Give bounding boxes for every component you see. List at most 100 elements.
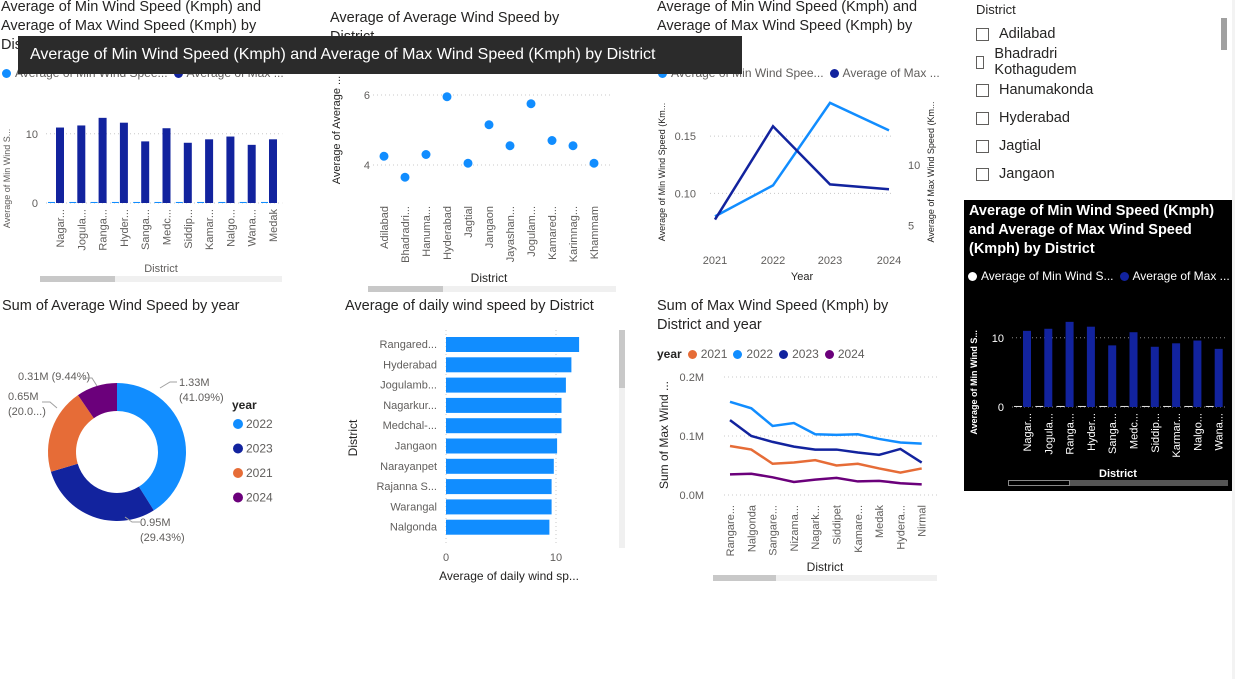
y-tick-label: 0.0M xyxy=(680,490,704,502)
y-left-axis-title: Average of Min Wind Speed (Km... xyxy=(657,103,667,241)
bar-max-wind xyxy=(119,122,128,203)
bar xyxy=(446,377,566,393)
x-tick-label: Hanuma... xyxy=(421,206,433,257)
x-tick-label: 10 xyxy=(550,552,562,564)
slicer-scrollbar-thumb[interactable] xyxy=(1221,18,1227,50)
vertical-scrollbar-thumb[interactable] xyxy=(619,330,625,388)
slicer-checkbox[interactable] xyxy=(976,27,989,41)
bar-min-wind xyxy=(154,201,162,203)
x-tick-label: Siddip... xyxy=(1150,413,1162,453)
vertical-scrollbar-track[interactable] xyxy=(619,330,625,548)
bar-min-wind xyxy=(1141,405,1150,407)
page-scrollbar[interactable] xyxy=(1232,0,1235,679)
y-left-tick-label: 0.15 xyxy=(675,131,696,143)
focused-scrollbar-track[interactable] xyxy=(1008,480,1228,486)
x-tick-label: Jogula... xyxy=(1043,413,1055,455)
horizontal-scrollbar-thumb[interactable] xyxy=(368,286,443,292)
x-tick-label: Jogulam... xyxy=(526,206,538,257)
legend-label-max: Average of Max ... xyxy=(842,66,940,80)
y-axis-title: District xyxy=(346,419,360,456)
slicer-item[interactable]: Hanumakonda xyxy=(976,79,1093,101)
legend-dot-2024 xyxy=(824,349,834,359)
visual-title: Sum of Average Wind Speed by year xyxy=(2,298,240,314)
x-tick-label: Siddipet xyxy=(832,505,844,545)
scatter-point xyxy=(379,151,389,161)
x-tick-label: Nalgo... xyxy=(225,209,237,247)
slicer-item[interactable]: Jangaon xyxy=(976,163,1055,185)
bar-max-wind xyxy=(1129,332,1138,407)
label-leader-line xyxy=(42,401,58,409)
legend-label-max: Average of Max ... xyxy=(1132,269,1230,283)
y-tick-label: Jogulamb... xyxy=(380,380,437,392)
bar-min-wind xyxy=(48,201,55,203)
slicer-checkbox[interactable] xyxy=(976,83,989,97)
chart-plot-area[interactable]: 0.0M 0.1M 0.2M Sum of Max Wind ... Rangare..… xyxy=(650,360,940,580)
y-tick-label: Medchal-... xyxy=(383,420,437,432)
bar-min-wind xyxy=(133,201,141,203)
bar xyxy=(446,458,554,474)
x-tick-label: Karmar... xyxy=(1171,413,1183,458)
scatter-point xyxy=(526,99,536,109)
bar xyxy=(446,479,552,495)
data-label: 1.33M xyxy=(179,377,210,389)
focused-scrollbar-thumb[interactable] xyxy=(1008,480,1070,486)
slicer-item[interactable]: Jagtial xyxy=(976,135,1041,157)
y-tick-label: 0.1M xyxy=(680,431,704,443)
x-tick-label: Karimnag... xyxy=(568,206,580,262)
slicer-item[interactable]: Hyderabad xyxy=(976,107,1070,129)
horizontal-scrollbar-thumb[interactable] xyxy=(713,575,776,581)
y-right-axis-title: Average of Max Wind Speed (Km... xyxy=(926,102,936,243)
data-label: 0.65M xyxy=(8,391,39,403)
bar-min-wind xyxy=(218,201,226,203)
x-axis-title: District xyxy=(1099,468,1137,480)
horizontal-scrollbar-track[interactable] xyxy=(713,575,937,581)
x-axis-title: Year xyxy=(791,271,814,283)
focused-visual-card[interactable] xyxy=(964,200,1234,491)
slicer-checkbox[interactable] xyxy=(976,139,989,153)
x-tick-label: Nagar... xyxy=(55,209,67,248)
x-tick-label: 0 xyxy=(443,552,449,564)
horizontal-scrollbar-thumb[interactable] xyxy=(40,276,115,282)
visual-title-line2: Average of Max Wind Speed (Kmph) by xyxy=(1,18,257,34)
chart-plot-area[interactable]: 0.10 0.15 5 10 Average of Min Wind Speed (Km… xyxy=(650,80,940,290)
scatter-point xyxy=(589,158,599,168)
bar-min-wind xyxy=(1099,405,1108,407)
chart-plot-area[interactable]: Rangared... Hyderabad Jogulamb... Nagarkur.… xyxy=(340,325,630,585)
x-tick-label: Medak xyxy=(268,209,280,243)
focused-chart-plot-area[interactable]: 10 0 Average of Min Wind S... Nagar... Jogul… xyxy=(964,282,1234,482)
legend-dot-2023 xyxy=(233,443,243,454)
visual-title-line2: Average of Max Wind Speed (Kmph) by xyxy=(657,18,913,34)
bar-min-wind xyxy=(69,201,77,203)
y-tick-label: 0 xyxy=(998,402,1004,414)
x-tick-label: Ranga... xyxy=(1065,413,1077,455)
chart-plot-area[interactable]: 10 0 Average of Min Wind S... Nagar... Jogul… xyxy=(0,80,285,280)
horizontal-scrollbar-track[interactable] xyxy=(368,286,616,292)
slicer-checkbox[interactable] xyxy=(976,111,989,125)
bar-min-wind xyxy=(1077,405,1086,407)
legend-dot-2021 xyxy=(233,468,243,478)
visual-title-line1: Sum of Max Wind Speed (Kmph) by xyxy=(657,298,889,314)
bar-max-wind xyxy=(1044,328,1053,407)
visual-title-line1: Average of Min Wind Speed (Kmph) and xyxy=(1,0,262,15)
bar-max-wind xyxy=(1108,345,1117,407)
x-tick-label: 2021 xyxy=(703,255,727,267)
bar-max-wind xyxy=(1193,340,1202,407)
x-axis-title: Average of daily wind sp... xyxy=(439,569,579,583)
bar-max-wind xyxy=(77,125,86,203)
scatter-point xyxy=(442,92,452,102)
bar-max-wind xyxy=(247,144,256,203)
y-tick-label: Narayanpet xyxy=(380,461,437,473)
donut-slice-2022 xyxy=(117,383,186,511)
horizontal-scrollbar-track[interactable] xyxy=(40,276,282,282)
bar-max-wind xyxy=(1150,346,1159,407)
donut-chart[interactable]: 1.33M (41.09%) 0.95M (29.43%) 0.65M (20.0...)… xyxy=(0,320,300,560)
slicer-item[interactable]: Bhadradri Kothagudem xyxy=(976,46,1081,78)
bar-max-wind xyxy=(183,142,192,203)
slicer-item[interactable]: Adilabad xyxy=(976,23,1055,45)
visual-title-line2: District and year xyxy=(657,317,762,333)
slicer-checkbox[interactable] xyxy=(976,167,989,181)
slicer-checkbox[interactable] xyxy=(976,55,985,69)
chart-plot-area[interactable]: 6 4 Average of Average ... Adilabad Bhadradr… xyxy=(325,60,625,290)
legend-dot-2021 xyxy=(687,349,697,359)
bar-min-wind xyxy=(1056,405,1065,407)
